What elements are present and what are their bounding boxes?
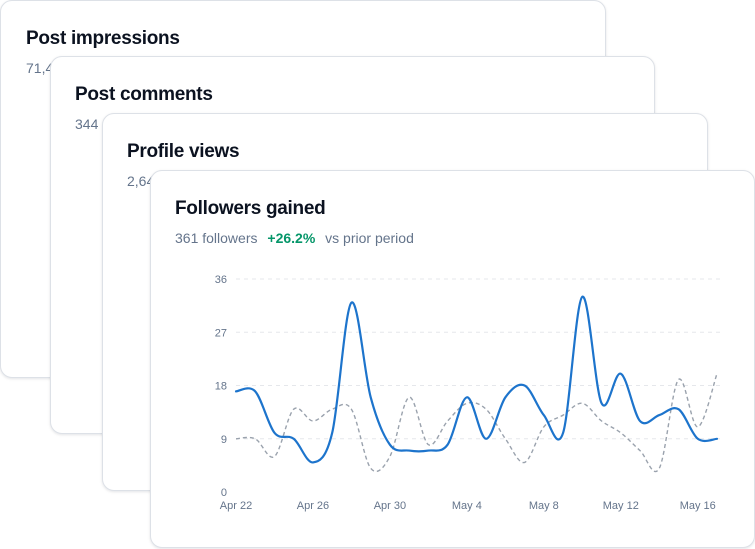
y-tick-label: 27 <box>215 327 227 339</box>
card-value: 2,64 <box>127 173 155 189</box>
y-tick-label: 0 <box>221 487 227 499</box>
comparison-label: vs prior period <box>325 230 414 246</box>
change-badge: +26.2% <box>267 230 316 246</box>
x-tick-label: May 12 <box>603 500 639 512</box>
x-tick-label: May 16 <box>680 500 716 512</box>
x-tick-label: Apr 22 <box>220 500 252 512</box>
card-summary: 361 followers +26.2% vs prior period <box>175 230 414 246</box>
card-title: Profile views <box>127 141 240 162</box>
x-tick-label: Apr 26 <box>297 500 329 512</box>
card-value: 71,4 <box>26 60 54 76</box>
y-tick-label: 18 <box>215 381 227 393</box>
current-period-line <box>234 295 719 464</box>
prior-period-line <box>235 373 718 473</box>
total-followers: 361 followers <box>175 230 258 246</box>
followers-gained-card[interactable]: Followers gained 361 followers +26.2% vs… <box>150 170 755 548</box>
x-tick-label: May 8 <box>529 500 559 512</box>
card-title: Post impressions <box>26 28 180 49</box>
x-tick-label: May 4 <box>452 500 482 512</box>
followers-line-chart[interactable]: 0 9 18 27 36 Apr 22 Apr 26 Apr 30 May 4 May 8 May … <box>151 171 755 548</box>
x-tick-label: Apr 30 <box>374 500 406 512</box>
card-value: 344 <box>75 116 99 132</box>
y-tick-label: 9 <box>221 434 227 446</box>
card-title: Followers gained <box>175 198 326 219</box>
card-title: Post comments <box>75 84 213 105</box>
y-tick-label: 36 <box>215 274 227 286</box>
